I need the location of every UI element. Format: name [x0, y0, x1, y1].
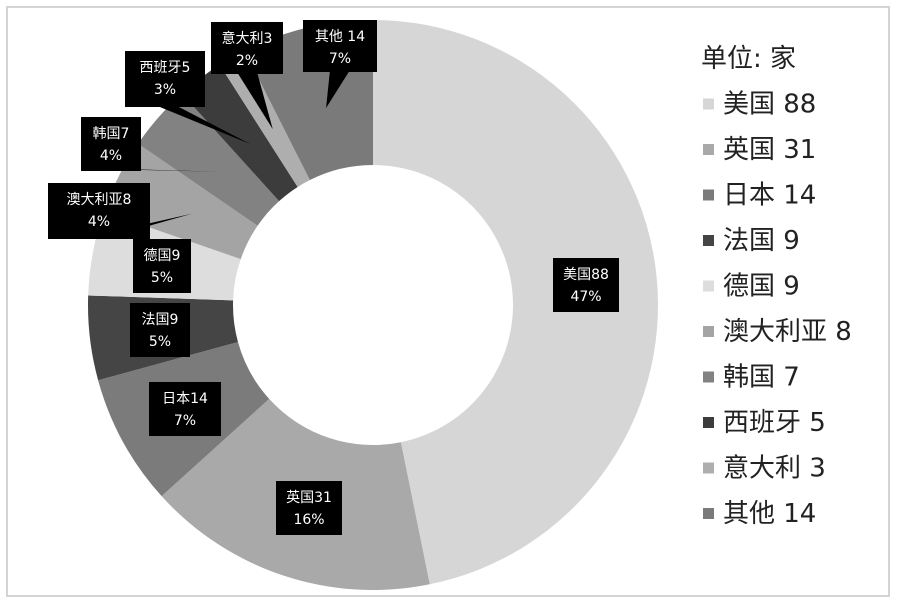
legend-swatch-8 — [703, 417, 714, 428]
legend-label-3: 日本 14 — [723, 181, 816, 211]
data-label-name-9: 意大利3 — [222, 30, 273, 47]
legend-label-9: 意大利 3 — [723, 454, 826, 484]
data-label-box-2 — [276, 481, 342, 535]
data-label-box-4 — [130, 303, 190, 357]
data-label-name-6: 澳大利亚8 — [67, 192, 132, 208]
legend-label-8: 西班牙 5 — [723, 408, 826, 438]
label-pointer-9 — [237, 72, 273, 130]
legend-swatch-6 — [703, 326, 714, 337]
data-label-name-1: 美国88 — [563, 267, 609, 283]
slice-6 — [103, 143, 258, 260]
legend-swatch-10 — [703, 508, 714, 519]
legend-label-7: 韩国 7 — [723, 363, 800, 393]
legend-swatch-5 — [703, 280, 714, 292]
data-label-percent-8: 3% — [154, 82, 176, 98]
data-label-name-3: 日本14 — [162, 391, 208, 407]
legend-swatch-9 — [703, 462, 714, 474]
legend-swatch-4 — [703, 235, 714, 246]
label-pointer-10 — [326, 70, 350, 109]
data-label-name-7: 韩国7 — [93, 126, 130, 142]
data-label-box-8 — [125, 51, 205, 107]
legend-swatch-3 — [703, 189, 714, 201]
data-label-box-1 — [553, 258, 619, 312]
legend-swatch-1 — [703, 98, 714, 110]
legend: 单位: 家美国 88 英国 31 日本 14 法国 9 德国 9 澳大利亚 8 韩国 7 西班… — [701, 44, 852, 529]
data-label-box-5 — [133, 239, 191, 293]
slice-8 — [181, 64, 298, 202]
data-label-percent-9: 2% — [236, 53, 258, 69]
data-label-name-4: 法国9 — [142, 312, 179, 328]
data-label-name-2: 英国31 — [286, 489, 332, 506]
data-label-percent-1: 47% — [570, 289, 601, 305]
data-labels: 美国88 47% 英国31 16% 日本14 7% 法国9 5% 德国9 5% 澳大利亚8 4% 韩国7… — [48, 20, 619, 535]
data-label-name-5: 德国9 — [144, 248, 181, 264]
legend-label-1: 美国 88 — [723, 90, 816, 120]
legend-label-2: 英国 31 — [723, 135, 816, 165]
data-label-percent-3: 7% — [174, 413, 196, 429]
legend-label-10: 其他 14 — [723, 499, 816, 529]
data-label-box-7 — [81, 117, 141, 171]
legend-title: 单位: 家 — [701, 44, 796, 74]
legend-swatch-7 — [703, 371, 714, 383]
data-label-box-9 — [211, 22, 283, 74]
data-label-percent-5: 5% — [151, 270, 173, 286]
data-label-box-6 — [48, 183, 150, 239]
data-label-percent-10: 7% — [329, 51, 351, 67]
slice-1 — [373, 20, 658, 585]
label-pointer-8 — [155, 105, 251, 145]
data-label-box-3 — [149, 382, 221, 436]
slice-9 — [219, 50, 310, 187]
legend-label-4: 法国 9 — [723, 226, 800, 256]
data-label-name-10: 其他 14 — [315, 29, 365, 45]
data-label-name-8: 西班牙5 — [140, 60, 191, 76]
legend-label-5: 德国 9 — [723, 272, 800, 302]
data-label-percent-4: 5% — [149, 334, 171, 350]
data-label-box-10 — [303, 20, 377, 72]
legend-label-6: 澳大利亚 8 — [723, 317, 852, 347]
data-label-percent-7: 4% — [100, 148, 122, 164]
legend-swatch-2 — [703, 144, 714, 155]
slice-7 — [138, 93, 280, 226]
data-label-percent-6: 4% — [88, 214, 110, 230]
data-label-percent-2: 16% — [293, 512, 324, 528]
